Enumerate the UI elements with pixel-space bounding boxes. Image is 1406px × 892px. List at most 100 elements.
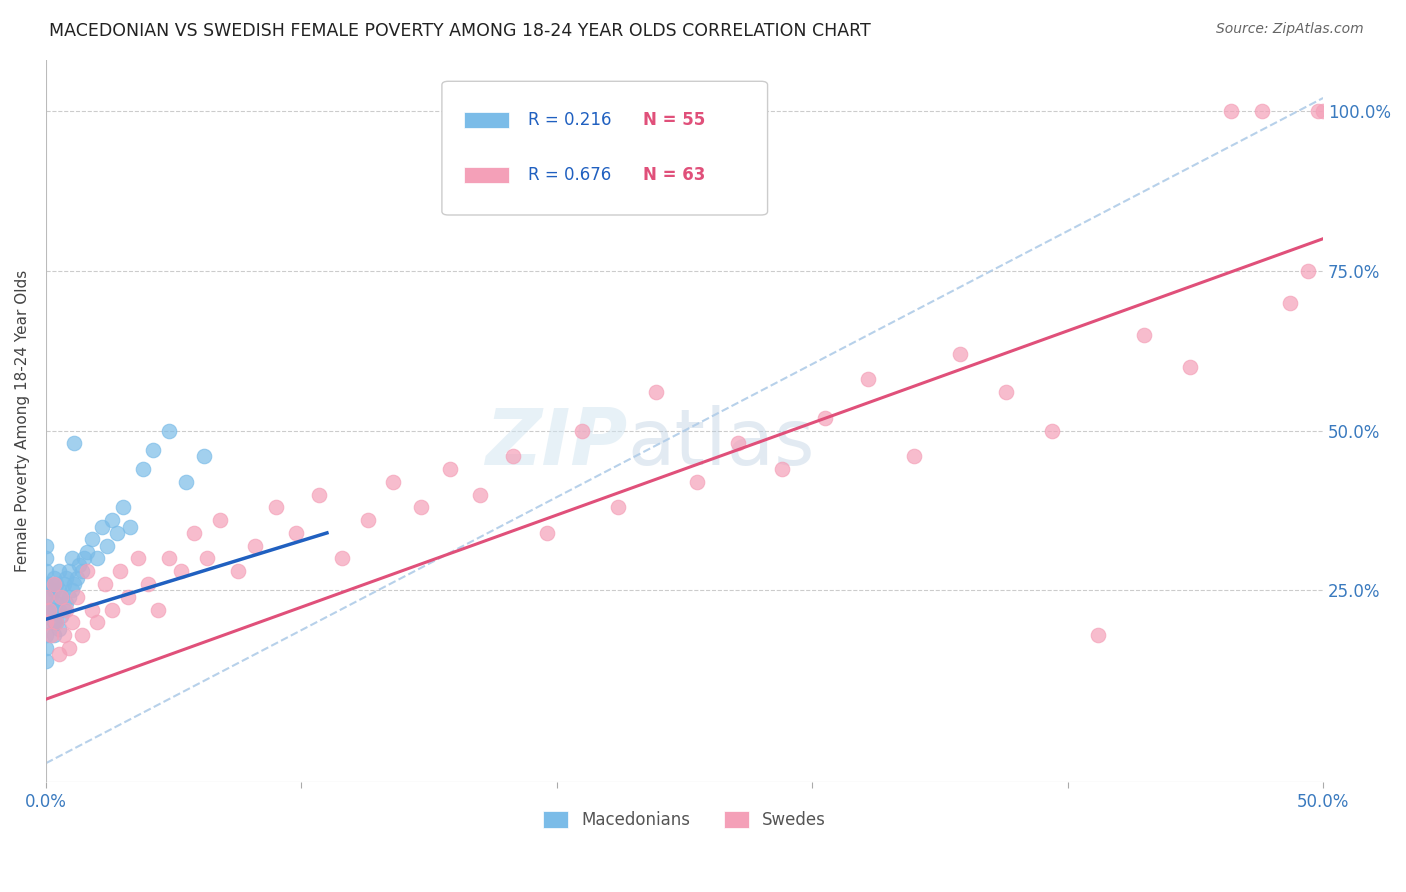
Point	[52, 577, 75, 591]
Point	[42, 615, 65, 630]
Point	[1278, 295, 1301, 310]
Point	[35, 551, 58, 566]
Text: R = 0.216: R = 0.216	[527, 111, 612, 128]
Point	[45, 615, 67, 630]
Y-axis label: Female Poverty Among 18-24 Year Olds: Female Poverty Among 18-24 Year Olds	[15, 270, 30, 572]
Point	[55, 571, 77, 585]
Point	[80, 533, 103, 547]
Point	[995, 385, 1018, 400]
Text: N = 55: N = 55	[643, 111, 704, 128]
Point	[439, 462, 461, 476]
Point	[76, 564, 98, 578]
Point	[51, 590, 73, 604]
FancyBboxPatch shape	[441, 81, 768, 215]
Point	[48, 648, 70, 662]
Point	[51, 609, 73, 624]
Point	[571, 424, 593, 438]
Point	[770, 462, 793, 476]
Point	[76, 545, 98, 559]
Point	[67, 558, 90, 572]
Point	[55, 596, 77, 610]
Point	[35, 615, 58, 630]
Point	[858, 372, 880, 386]
Point	[1306, 103, 1329, 118]
Point	[411, 500, 433, 515]
Point	[42, 577, 65, 591]
Point	[502, 449, 524, 463]
Point	[55, 602, 77, 616]
Point	[208, 513, 231, 527]
Point	[60, 615, 83, 630]
Legend: Macedonians, Swedes: Macedonians, Swedes	[537, 804, 832, 836]
Point	[148, 602, 170, 616]
Point	[58, 640, 80, 655]
Point	[35, 564, 58, 578]
Point	[51, 590, 73, 604]
Point	[86, 615, 108, 630]
Point	[1250, 103, 1272, 118]
Point	[1087, 628, 1109, 642]
Point	[101, 602, 124, 616]
Text: N = 63: N = 63	[643, 166, 704, 185]
Point	[245, 539, 267, 553]
Point	[63, 577, 86, 591]
Point	[58, 564, 80, 578]
Point	[101, 513, 124, 527]
Point	[35, 640, 58, 655]
Point	[35, 654, 58, 668]
Point	[80, 602, 103, 616]
Text: atlas: atlas	[627, 405, 814, 481]
Point	[42, 583, 65, 598]
Point	[42, 628, 65, 642]
Point	[285, 525, 308, 540]
Point	[60, 551, 83, 566]
Point	[35, 628, 58, 642]
Point	[949, 347, 972, 361]
Point	[157, 551, 180, 566]
Text: MACEDONIAN VS SWEDISH FEMALE POVERTY AMONG 18-24 YEAR OLDS CORRELATION CHART: MACEDONIAN VS SWEDISH FEMALE POVERTY AMO…	[49, 22, 870, 40]
Point	[42, 571, 65, 585]
Point	[42, 602, 65, 616]
Point	[35, 577, 58, 591]
Point	[330, 551, 353, 566]
Point	[308, 487, 330, 501]
Point	[45, 577, 67, 591]
Point	[48, 622, 70, 636]
Point	[470, 487, 492, 501]
Point	[93, 577, 115, 591]
Point	[52, 628, 75, 642]
Point	[70, 628, 93, 642]
Point	[35, 590, 58, 604]
Text: ZIP: ZIP	[485, 405, 627, 481]
Point	[157, 424, 180, 438]
Point	[686, 475, 709, 489]
Point	[45, 615, 67, 630]
Point	[903, 449, 925, 463]
Point	[382, 475, 405, 489]
Point	[65, 590, 87, 604]
Point	[1040, 424, 1063, 438]
Point	[48, 602, 70, 616]
Point	[48, 583, 70, 598]
Point	[70, 564, 93, 578]
Point	[86, 551, 108, 566]
Point	[45, 596, 67, 610]
Point	[35, 602, 58, 616]
Point	[142, 442, 165, 457]
Point	[1296, 263, 1319, 277]
Point	[108, 564, 131, 578]
Point	[107, 525, 129, 540]
Point	[39, 602, 62, 616]
Point	[73, 551, 96, 566]
Point	[38, 602, 60, 616]
FancyBboxPatch shape	[464, 112, 509, 128]
Point	[39, 628, 62, 642]
Point	[1312, 103, 1334, 118]
Point	[1220, 103, 1243, 118]
Point	[48, 564, 70, 578]
Point	[226, 564, 249, 578]
Point	[727, 436, 749, 450]
Point	[60, 583, 83, 598]
Point	[127, 551, 149, 566]
Point	[357, 513, 380, 527]
